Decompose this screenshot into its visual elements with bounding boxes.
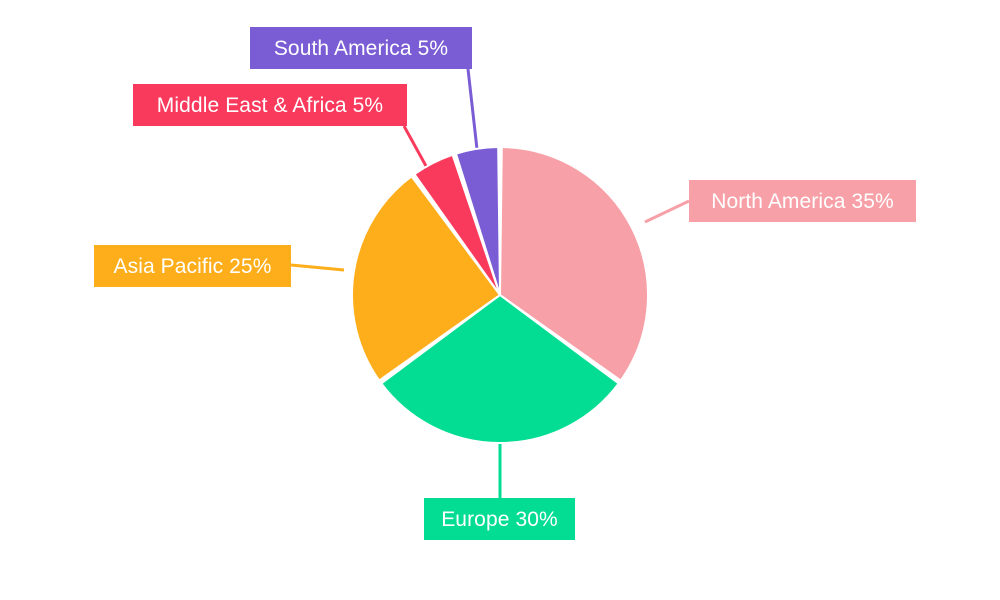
pie-slice-middle-east-africa[interactable] <box>413 153 501 296</box>
leader-line-asia-pacific <box>290 263 345 272</box>
pie-slice-north-america[interactable] <box>498 145 649 382</box>
pie-slice-europe[interactable] <box>379 293 621 444</box>
pie-slice-south-america[interactable] <box>454 145 501 296</box>
pie-label-europe[interactable]: Europe 30% <box>424 498 575 540</box>
leader-line-north-america <box>644 199 690 224</box>
pie-slice-group <box>351 145 649 444</box>
pie-label-south-america[interactable]: South America 5% <box>250 27 472 69</box>
pie-label-north-america[interactable]: North America 35% <box>689 180 916 222</box>
pie-label-middle-east-africa[interactable]: Middle East & Africa 5% <box>133 84 407 126</box>
pie-slice-asia-pacific[interactable] <box>351 174 502 382</box>
leader-line-south-america <box>466 68 480 159</box>
pie-label-asia-pacific[interactable]: Asia Pacific 25% <box>94 245 291 287</box>
